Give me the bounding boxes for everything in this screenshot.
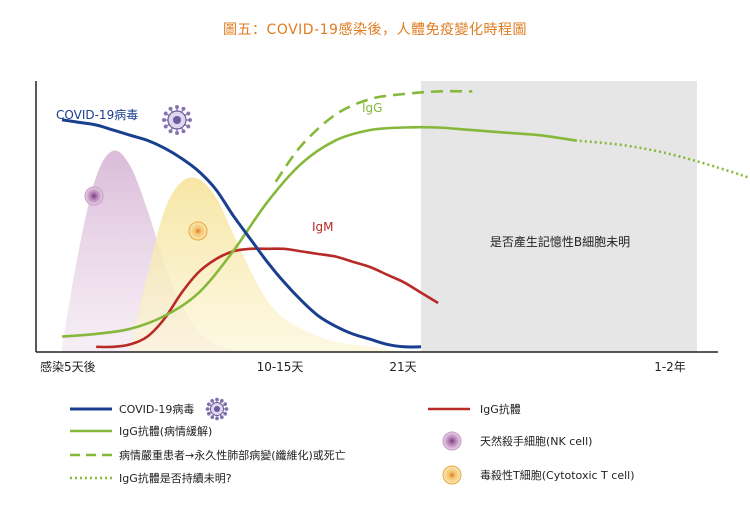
virus-icon [205, 397, 229, 421]
virus-spike-tip [210, 415, 215, 420]
legend-label: 病情嚴重患者→永久性肺部病變(纖維化)或死亡 [119, 448, 346, 462]
igm-line [96, 247, 439, 349]
virus-spike-tip [161, 118, 166, 122]
virus-spike-tip [168, 106, 173, 111]
legend-label: IgG抗體是否持續未明? [119, 471, 232, 485]
igg-line-label: IgG [362, 101, 382, 115]
virus-spike-tip [224, 407, 229, 411]
virus-spike-tip [181, 106, 186, 111]
virus-spike-tip [181, 129, 186, 134]
cytotoxic-t-cell-area [130, 177, 404, 352]
virus-spike-tip [186, 124, 191, 129]
virus-icon [161, 104, 192, 135]
shaded-region-label: 是否產生記憶性B細胞未明 [490, 234, 630, 249]
virus-spike-tip [206, 411, 211, 416]
covid-virus-line [61, 118, 422, 349]
virus-spike-tip [175, 130, 179, 135]
cytotoxic-t-cell-icon [442, 465, 462, 485]
virus-spike-tip [168, 129, 173, 134]
legend-label: IgG抗體(病情緩解) [119, 424, 212, 438]
virus-spike-tip [186, 111, 191, 116]
virus-spike-tip [175, 104, 179, 109]
igg-uncertain-dotted-line [574, 139, 750, 180]
legend-label: IgG抗體 [480, 402, 521, 416]
x-tick-label: 1-2年 [654, 360, 686, 374]
virus-spike-tip [187, 118, 192, 122]
virus-spike-tip [215, 416, 219, 421]
nk-cell-area [62, 150, 233, 352]
igm-line-label: IgM [312, 220, 334, 234]
igg-severe-dashed-line [274, 89, 473, 183]
legend-label: COVID-19病毒 [119, 402, 194, 416]
nk-cell-icon [442, 431, 462, 451]
cytotoxic-t-cell-icon [188, 221, 208, 241]
virus-spike-tip [210, 398, 215, 403]
virus-spike-tip [219, 398, 224, 403]
virus-spike-tip [163, 124, 168, 129]
x-tick-label: 10-15天 [257, 360, 304, 374]
igg-line [61, 125, 576, 338]
virus-spike-tip [223, 411, 228, 416]
virus-spike-tip [206, 402, 211, 407]
virus-spike-tip [219, 415, 224, 420]
x-tick-label: 感染5天後 [40, 359, 96, 374]
chart-title: 圖五：COVID-19感染後，人體免疫變化時程圖 [223, 21, 527, 38]
legend: COVID-19病毒 IgG抗體(病情緩解) 病情嚴重患者→永久性肺部病變(纖維… [70, 397, 635, 485]
x-tick-label: 21天 [389, 360, 416, 374]
virus-spike-tip [163, 111, 168, 116]
legend-label: 天然殺手細胞(NK cell) [480, 434, 592, 448]
nk-cell-icon [84, 186, 104, 206]
virus-spike-tip [205, 407, 210, 411]
virus-spike-tip [223, 402, 228, 407]
virus-spike-tip [215, 397, 219, 402]
covid-line-label: COVID-19病毒 [56, 107, 138, 122]
legend-label: 毒殺性T細胞(Cytotoxic T cell) [480, 468, 635, 482]
unknown-shaded-region [421, 81, 697, 352]
